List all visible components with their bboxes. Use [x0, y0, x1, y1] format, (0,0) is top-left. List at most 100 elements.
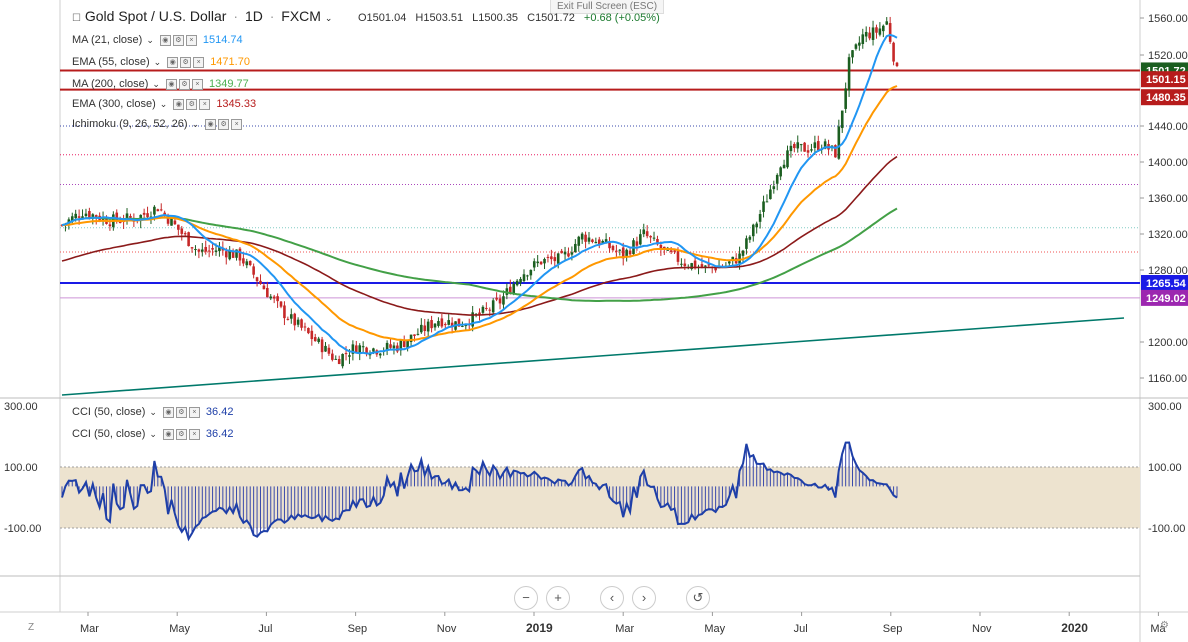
price-axis-label: 1520.00	[1148, 50, 1188, 62]
candle-body	[608, 241, 611, 249]
indicator-legend-row[interactable]: EMA (55, close) ⌄ ◉ ⚙ × 1471.70	[72, 56, 250, 68]
cci-legend-row[interactable]: CCI (50, close) ⌄ ◉ ⚙ × 36.42	[72, 406, 233, 418]
indicator-legend-row[interactable]: Ichimoku (9, 26, 52, 26) ⌄ ◉ ⚙ ×	[72, 118, 248, 130]
chevron-down-icon[interactable]: ⌄	[153, 56, 162, 67]
candle-body	[751, 224, 755, 237]
indicator-label[interactable]: MA (21, close)	[72, 34, 143, 46]
settings-icon[interactable]: ⚙	[186, 98, 198, 110]
price-axis-label: 1440.00	[1148, 121, 1188, 133]
chevron-down-icon[interactable]: ⌄	[152, 78, 160, 89]
close-icon[interactable]: ×	[185, 34, 197, 46]
candle-body	[604, 239, 608, 244]
candle-body	[101, 216, 105, 221]
candle-body	[673, 250, 676, 252]
candle-body	[183, 233, 187, 235]
price-tag-label: 1265.54	[1146, 278, 1187, 290]
candle-body	[457, 318, 461, 327]
indicator-legend-row[interactable]: EMA (300, close) ⌄ ◉ ⚙ × 1345.33	[72, 98, 256, 110]
candle-body	[895, 62, 899, 67]
candle-body	[652, 237, 656, 239]
indicator-label[interactable]: CCI (50, close)	[72, 406, 146, 418]
zoom-in-button[interactable]: +	[546, 586, 570, 610]
interval-label[interactable]: 1D	[244, 8, 263, 24]
candle-body	[201, 249, 204, 252]
candle-body	[772, 186, 776, 190]
zoom-out-button[interactable]: −	[514, 586, 538, 610]
indicator-label[interactable]: MA (200, close)	[72, 78, 149, 90]
close-icon[interactable]: ×	[231, 118, 243, 130]
candle-body	[574, 243, 577, 253]
indicator-value: 36.42	[205, 428, 234, 440]
settings-icon[interactable]: ⚙	[175, 428, 187, 440]
eye-icon[interactable]: ◉	[165, 78, 177, 90]
chevron-down-icon[interactable]: ⌄	[149, 406, 157, 417]
settings-icon[interactable]: ⚙	[180, 56, 192, 68]
cci-legend-row[interactable]: CCI (50, close) ⌄ ◉ ⚙ × 36.42	[72, 428, 233, 440]
candle-body	[642, 229, 646, 235]
candle-body	[331, 353, 334, 360]
chevron-down-icon[interactable]: ⌄	[324, 13, 333, 23]
exit-fullscreen-button[interactable]: Exit Full Screen (ESC)	[550, 0, 665, 14]
chevron-down-icon[interactable]: ⌄	[149, 428, 157, 439]
candle-body	[611, 245, 615, 251]
eye-icon[interactable]: ◉	[167, 56, 179, 68]
eye-icon[interactable]: ◉	[173, 98, 185, 110]
indicator-action-buttons: ◉ ⚙ ×	[159, 34, 197, 46]
close-icon[interactable]: ×	[188, 428, 200, 440]
candle-body	[334, 358, 338, 360]
candle-body	[502, 296, 505, 305]
candle-body	[515, 280, 519, 286]
eye-icon[interactable]: ◉	[205, 118, 217, 130]
eye-icon[interactable]: ◉	[162, 406, 174, 418]
indicator-label[interactable]: EMA (55, close)	[72, 56, 150, 68]
candle-body	[584, 234, 587, 242]
indicator-action-buttons: ◉ ⚙ ×	[205, 118, 243, 130]
candle-body	[621, 247, 625, 259]
indicator-label[interactable]: EMA (300, close)	[72, 98, 156, 110]
candle-body	[789, 145, 793, 152]
candle-body	[639, 234, 642, 245]
close-icon[interactable]: ×	[188, 406, 200, 418]
candle-body	[146, 213, 149, 218]
gear-icon[interactable]: ⚙	[1160, 620, 1169, 631]
candle-body	[680, 263, 683, 265]
chevron-down-icon[interactable]: ⌄	[191, 118, 200, 129]
settings-icon[interactable]: ⚙	[218, 118, 230, 130]
timezone-toggle[interactable]: Z	[28, 622, 35, 633]
close-icon[interactable]: ×	[193, 56, 205, 68]
eye-icon[interactable]: ◉	[162, 428, 174, 440]
indicator-action-buttons: ◉ ⚙ ×	[167, 56, 205, 68]
candle-body	[77, 216, 81, 218]
candle-body	[796, 142, 800, 149]
indicator-legend-row[interactable]: MA (21, close) ⌄ ◉ ⚙ × 1514.74	[72, 34, 243, 46]
eye-icon[interactable]: ◉	[159, 34, 171, 46]
scroll-left-button[interactable]: ‹	[600, 586, 624, 610]
reset-chart-button[interactable]: ↺	[686, 586, 710, 610]
price-tag-bg	[1141, 289, 1188, 306]
candle-body	[194, 249, 197, 251]
candle-body	[536, 261, 539, 264]
candle-body	[882, 25, 885, 32]
settings-icon[interactable]: ⚙	[172, 34, 184, 46]
close-icon[interactable]: ×	[191, 78, 203, 90]
candle-body	[177, 224, 180, 230]
cci-axis-label-left: -100.00	[4, 523, 41, 535]
symbol-title[interactable]: Gold Spot / U.S. Dollar	[84, 8, 227, 24]
candle-body	[485, 307, 488, 309]
chevron-down-icon[interactable]: ⌄	[146, 34, 154, 45]
settings-icon[interactable]: ⚙	[175, 406, 187, 418]
indicator-label[interactable]: Ichimoku (9, 26, 52, 26)	[72, 118, 188, 130]
candle-body	[163, 212, 166, 215]
close-icon[interactable]: ×	[199, 98, 211, 110]
indicator-label[interactable]: CCI (50, close)	[72, 428, 146, 440]
chevron-down-icon[interactable]: ⌄	[159, 98, 168, 109]
candle-body	[858, 42, 861, 46]
scroll-right-button[interactable]: ›	[632, 586, 656, 610]
time-axis-label: Mar	[615, 623, 634, 635]
candle-body	[197, 249, 201, 252]
indicator-legend-row[interactable]: MA (200, close) ⌄ ◉ ⚙ × 1349.77	[72, 78, 249, 90]
settings-icon[interactable]: ⚙	[178, 78, 190, 90]
symbol-collapse-icon[interactable]: ☐	[72, 13, 81, 24]
time-axis-label: 2020	[1061, 621, 1088, 635]
